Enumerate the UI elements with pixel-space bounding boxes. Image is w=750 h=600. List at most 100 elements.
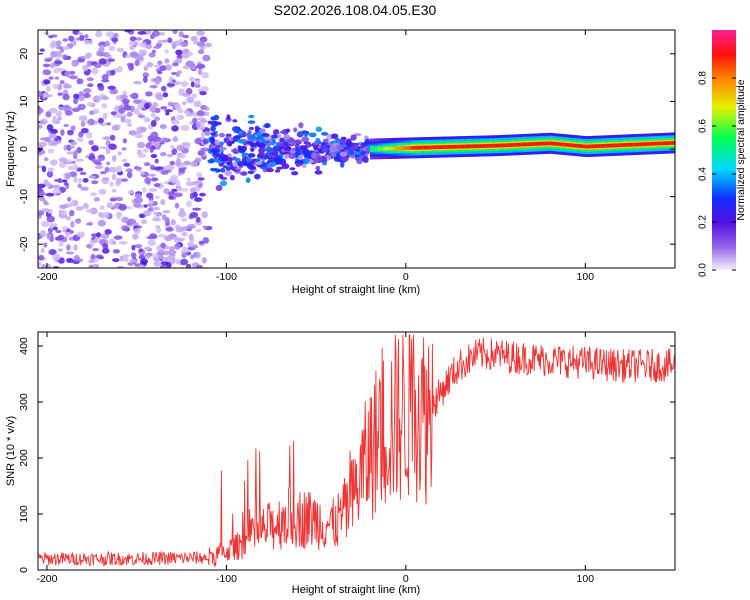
heatmap-cell — [209, 137, 215, 143]
heatmap-cell — [154, 158, 159, 164]
heatmap-cell — [479, 144, 483, 148]
heatmap-cell — [126, 111, 133, 117]
heatmap-cell — [596, 144, 599, 149]
heatmap-cell — [568, 143, 571, 147]
heatmap-cell — [673, 140, 675, 145]
heatmap-cell — [109, 134, 116, 141]
heatmap-cell — [41, 166, 47, 173]
heatmap-cell — [112, 155, 117, 162]
heatmap-cell — [192, 117, 198, 124]
heatmap-cell — [290, 140, 296, 147]
heatmap-cell — [280, 148, 286, 153]
heatmap-cell — [138, 248, 144, 252]
heatmap-cell — [38, 90, 43, 97]
heatmap-cell — [47, 148, 55, 154]
heatmap-cell — [160, 264, 167, 268]
heatmap-cell — [254, 173, 261, 180]
heatmap-cell — [360, 142, 368, 147]
heatmap-cell — [430, 145, 433, 150]
heatmap-cell — [232, 119, 238, 123]
snr-ticks: -200 -100 0 100 0 100 200 300 400 — [18, 332, 675, 585]
heatmap-cell — [423, 145, 427, 150]
heatmap-cell — [164, 49, 169, 54]
heatmap-cell — [376, 146, 380, 151]
heatmap-cell — [164, 64, 173, 71]
heatmap-cell — [428, 145, 431, 150]
heatmap-cell — [80, 186, 89, 191]
spectrogram-ytick-label: 0 — [18, 146, 30, 152]
heatmap-cell — [151, 30, 160, 37]
heatmap-cell — [155, 195, 160, 200]
heatmap-cell — [196, 41, 206, 47]
heatmap-cell — [133, 99, 142, 104]
heatmap-cell — [621, 143, 625, 147]
heatmap-cell — [46, 215, 56, 223]
heatmap-cell — [87, 83, 94, 88]
heatmap-cell — [69, 171, 77, 178]
heatmap-cell — [127, 190, 134, 195]
heatmap-cell — [88, 39, 93, 45]
heatmap-cell — [434, 145, 438, 150]
heatmap-cell — [226, 114, 231, 121]
heatmap-cell — [265, 146, 273, 153]
heatmap-cell — [315, 126, 323, 133]
heatmap-cell — [172, 135, 179, 143]
heatmap-cell — [100, 233, 110, 240]
heatmap-cell — [349, 151, 355, 156]
heatmap-cell — [178, 88, 185, 92]
heatmap-cell — [172, 62, 179, 67]
heatmap-cell — [151, 145, 156, 150]
heatmap-cell — [578, 144, 582, 148]
heatmap-cell — [46, 181, 52, 188]
heatmap-cell — [447, 145, 451, 149]
heatmap-cell — [192, 207, 202, 211]
heatmap-cell — [248, 114, 255, 119]
heatmap-cell — [94, 236, 102, 243]
heatmap-cell — [591, 144, 595, 149]
heatmap-cell — [96, 232, 101, 238]
heatmap-cell — [52, 83, 59, 89]
heatmap-cell — [201, 211, 208, 219]
heatmap-cell — [73, 254, 80, 262]
heatmap-cell — [258, 128, 266, 134]
heatmap-cell — [178, 167, 186, 172]
heatmap-cell — [186, 177, 191, 182]
heatmap-cell — [154, 206, 160, 211]
heatmap-cell — [152, 102, 159, 108]
heatmap-cell — [198, 240, 204, 245]
heatmap-cell — [83, 34, 89, 39]
heatmap-cell — [124, 105, 132, 111]
heatmap-cell — [147, 239, 156, 247]
heatmap-cell — [77, 32, 83, 36]
heatmap-cell — [527, 142, 530, 147]
heatmap-cell — [331, 133, 339, 140]
heatmap-cell — [133, 108, 140, 115]
heatmap-cell — [613, 143, 616, 148]
heatmap-cell — [340, 155, 348, 162]
heatmap-cell — [91, 263, 99, 268]
snr-ytick-label: 0 — [18, 567, 30, 573]
heatmap-cell — [50, 142, 57, 146]
heatmap-cell — [63, 104, 70, 109]
heatmap-cell — [72, 164, 79, 171]
heatmap-cell — [185, 200, 192, 208]
heatmap-cell — [115, 165, 123, 173]
heatmap-cell — [142, 76, 148, 84]
heatmap-cell — [146, 62, 154, 68]
heatmap-cell — [201, 71, 209, 79]
heatmap-cell — [289, 150, 296, 154]
heatmap-cell — [101, 73, 109, 81]
heatmap-cell — [185, 181, 195, 187]
heatmap-cell — [70, 141, 78, 146]
heatmap-cell — [210, 125, 216, 132]
heatmap-cell — [53, 60, 63, 65]
heatmap-cell — [144, 102, 150, 110]
heatmap-cell — [202, 54, 211, 62]
heatmap-cell — [415, 145, 418, 150]
heatmap-cell — [193, 180, 201, 186]
heatmap-cell — [83, 88, 92, 94]
heatmap-cell — [107, 85, 116, 90]
heatmap-cell — [170, 257, 176, 265]
